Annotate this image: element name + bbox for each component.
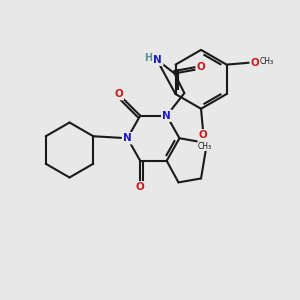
Text: O: O bbox=[250, 58, 260, 68]
Text: N: N bbox=[162, 111, 171, 121]
Text: O: O bbox=[197, 61, 206, 72]
Text: O: O bbox=[199, 130, 207, 140]
Text: CH₃: CH₃ bbox=[260, 57, 274, 66]
Text: CH₃: CH₃ bbox=[198, 142, 212, 151]
Text: O: O bbox=[136, 182, 145, 192]
Text: H: H bbox=[144, 53, 152, 63]
Text: N: N bbox=[154, 55, 162, 65]
Text: O: O bbox=[114, 89, 123, 99]
Text: N: N bbox=[123, 133, 132, 143]
